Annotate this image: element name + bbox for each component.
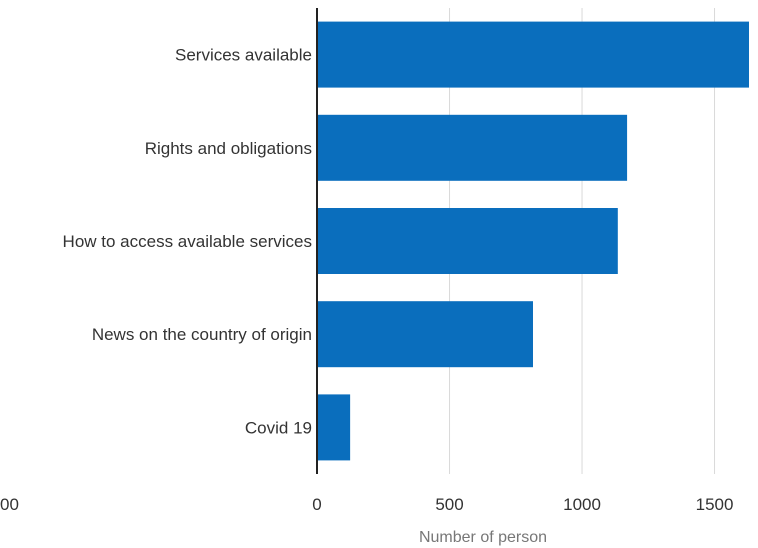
category-label: Rights and obligations [145,139,312,158]
category-label: How to access available services [63,232,312,251]
x-tick-label: 500 [435,495,463,514]
bar [317,208,618,274]
category-label: News on the country of origin [92,325,312,344]
category-labels: Services available Rights and obligations… [63,46,312,438]
x-tick-label: 0 [312,495,321,514]
x-tick-label: 1000 [563,495,601,514]
x-tick-label: 1500 [696,495,734,514]
category-label: Services available [175,46,312,65]
partial-x-tick-label: 00 [0,495,19,514]
bar [317,394,351,461]
category-label: Covid 19 [245,418,312,437]
x-axis-title: Number of person [419,529,547,546]
bar [317,301,533,368]
bar [317,21,749,88]
bars [317,21,749,461]
bar [317,114,628,181]
x-tick-labels: 0 500 1000 1500 [312,495,733,514]
